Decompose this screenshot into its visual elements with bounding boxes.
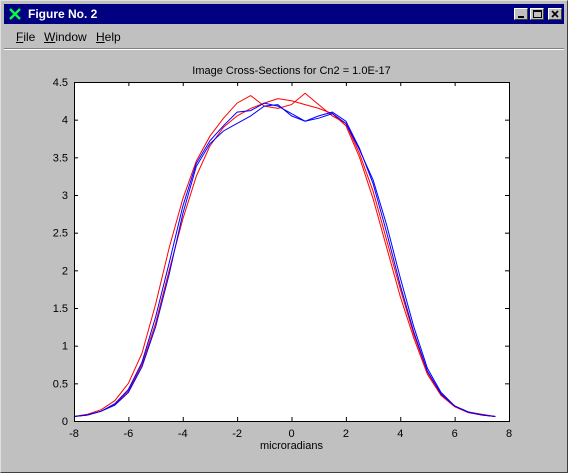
menu-bar: File Window Help: [4, 25, 564, 47]
menu-help[interactable]: Help: [96, 30, 121, 44]
x-tick-label: -4: [178, 428, 188, 440]
y-tick-label: 1: [62, 341, 68, 353]
x-tick-label: 8: [506, 428, 512, 440]
y-tick-label: 4.5: [53, 77, 68, 89]
close-button[interactable]: [548, 8, 562, 20]
x-tick-label: 6: [452, 428, 458, 440]
y-tick-label: 3: [62, 190, 68, 202]
y-tick-label: 1.5: [53, 303, 68, 315]
y-tick-label: 4: [62, 115, 68, 127]
x-tick-label: -2: [232, 428, 242, 440]
menu-separator: [4, 48, 564, 50]
close-icon: [551, 10, 559, 18]
y-tick-label: 2: [62, 265, 68, 277]
x-axis-label: microradians: [260, 440, 323, 452]
window-title: Figure No. 2: [28, 7, 98, 21]
chart-title: Image Cross-Sections for Cn2 = 1.0E-17: [192, 65, 390, 77]
menu-file[interactable]: File: [16, 30, 36, 44]
y-tick-label: 0.5: [53, 378, 68, 390]
title-bar[interactable]: Figure No. 2: [4, 4, 564, 24]
series-line-4: [73, 102, 496, 417]
y-tick-label: 0: [62, 416, 68, 428]
series-line-2: [73, 98, 496, 417]
x-tick-label: 0: [288, 428, 294, 440]
y-tick-label: 2.5: [53, 228, 68, 240]
x-tick-label: -6: [123, 428, 133, 440]
menu-window[interactable]: Window: [44, 30, 87, 44]
maximize-icon: [533, 10, 542, 18]
matlab-x-icon: [9, 8, 21, 20]
x-tick-label: 2: [343, 428, 349, 440]
x-tick-label: -8: [69, 428, 79, 440]
minimize-icon: [518, 16, 524, 18]
plot-area: [74, 82, 509, 421]
maximize-button[interactable]: [530, 8, 544, 20]
x-tick-label: 4: [397, 428, 403, 440]
y-tick-label: 3.5: [53, 152, 68, 164]
minimize-button[interactable]: [514, 8, 528, 20]
